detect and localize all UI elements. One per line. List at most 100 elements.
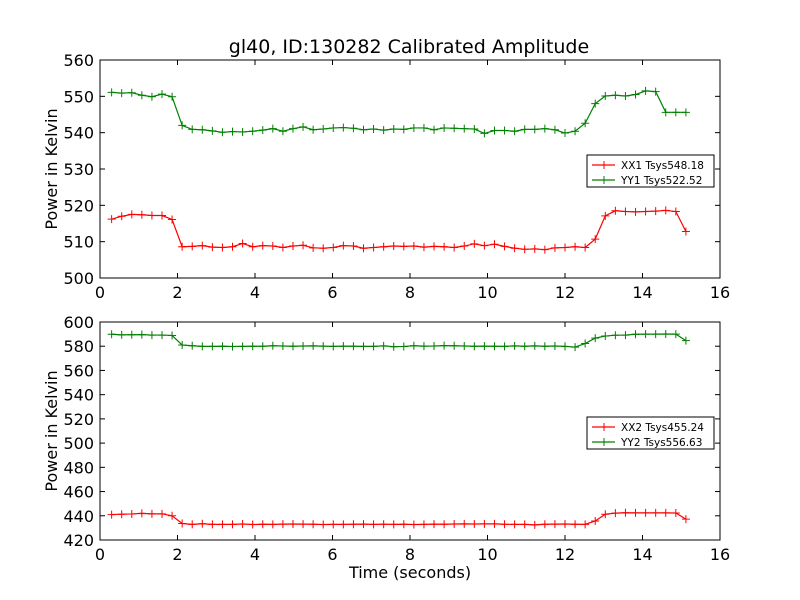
- x-tick-label: 14: [632, 545, 652, 564]
- data-point: [369, 243, 378, 252]
- data-point: [127, 509, 136, 518]
- data-point: [127, 88, 136, 97]
- series-2: [107, 329, 690, 352]
- x-tick-label: 2: [172, 545, 182, 564]
- data-point: [137, 91, 146, 100]
- data-point: [409, 242, 418, 251]
- data-point: [440, 242, 449, 251]
- y-tick-label: 550: [63, 87, 94, 106]
- data-point: [641, 508, 650, 517]
- data-point: [520, 342, 529, 351]
- data-point: [379, 126, 388, 135]
- data-point: [158, 509, 166, 518]
- data-point: [228, 520, 237, 529]
- data-point: [178, 341, 187, 350]
- data-point: [530, 520, 539, 529]
- x-tick-label: 6: [327, 283, 337, 302]
- data-point: [399, 342, 408, 351]
- x-tick-label: 16: [710, 283, 730, 302]
- x-tick-label: 8: [405, 545, 415, 564]
- data-point: [460, 124, 469, 133]
- data-point: [671, 508, 680, 517]
- y-axis-label: Power in Kelvin: [42, 108, 61, 229]
- data-point: [339, 241, 348, 250]
- data-point: [198, 342, 207, 351]
- data-point: [228, 127, 237, 136]
- x-tick-label: 2: [172, 283, 182, 302]
- data-point: [359, 342, 368, 351]
- data-point: [258, 126, 267, 135]
- legend-marker: [600, 176, 608, 184]
- data-point: [268, 341, 277, 350]
- data-point: [561, 342, 569, 351]
- data-point: [671, 330, 680, 339]
- legend-marker: [600, 423, 608, 431]
- series-2: [107, 86, 690, 138]
- y-tick-label: 480: [63, 458, 94, 477]
- data-point: [621, 91, 630, 100]
- data-point: [440, 520, 449, 529]
- data-point: [278, 341, 287, 350]
- data-point: [329, 123, 338, 132]
- data-point: [490, 240, 499, 249]
- data-point: [329, 342, 338, 351]
- data-point: [107, 88, 116, 97]
- data-point: [208, 520, 217, 529]
- data-point: [419, 520, 428, 529]
- data-point: [188, 341, 197, 350]
- data-point: [681, 227, 690, 236]
- data-point: [268, 124, 277, 133]
- data-point: [349, 242, 358, 251]
- data-point: [661, 508, 670, 517]
- data-point: [188, 242, 197, 251]
- data-point: [379, 242, 388, 251]
- data-point: [319, 244, 328, 253]
- data-point: [147, 92, 156, 101]
- data-point: [480, 342, 489, 351]
- data-point: [137, 330, 146, 339]
- y-tick-label: 500: [63, 434, 94, 453]
- data-point: [601, 510, 610, 519]
- legend: XX1 Tsys548.18 YY1 Tsys522.52: [586, 154, 715, 188]
- data-point: [601, 91, 610, 100]
- data-point: [369, 342, 378, 351]
- data-point: [500, 126, 509, 135]
- series-line: [111, 512, 687, 526]
- data-point: [248, 342, 257, 351]
- data-point: [621, 331, 630, 340]
- series-1: [107, 508, 690, 529]
- data-point: [178, 519, 187, 528]
- data-point: [419, 243, 428, 252]
- data-point: [369, 125, 378, 134]
- data-point: [681, 336, 690, 345]
- data-point: [399, 125, 408, 134]
- x-tick-label: 0: [95, 283, 105, 302]
- data-point: [168, 92, 177, 101]
- data-point: [571, 242, 580, 251]
- data-point: [490, 519, 499, 528]
- data-point: [127, 210, 136, 219]
- data-point: [147, 211, 156, 220]
- data-point: [520, 125, 529, 134]
- data-point: [168, 215, 177, 224]
- data-point: [460, 341, 469, 350]
- data-point: [530, 341, 539, 350]
- data-point: [309, 125, 318, 134]
- series-line: [111, 209, 687, 251]
- data-point: [158, 331, 166, 340]
- data-point: [409, 341, 418, 350]
- data-point: [117, 510, 126, 519]
- x-axis-label: Time (seconds): [348, 563, 471, 582]
- data-point: [278, 520, 287, 529]
- data-point: [299, 122, 308, 131]
- series-line: [111, 333, 687, 348]
- x-tick-label: 14: [632, 283, 652, 302]
- data-point: [238, 127, 247, 136]
- data-point: [168, 511, 177, 520]
- data-point: [520, 245, 529, 254]
- data-point: [399, 520, 408, 529]
- data-point: [611, 509, 620, 518]
- series-line: [111, 90, 686, 135]
- subplot-1: 0 2 4 6 8 10 12 14 16 500 510 520 530 540 550 560 Power …: [42, 51, 730, 302]
- data-point: [309, 520, 318, 529]
